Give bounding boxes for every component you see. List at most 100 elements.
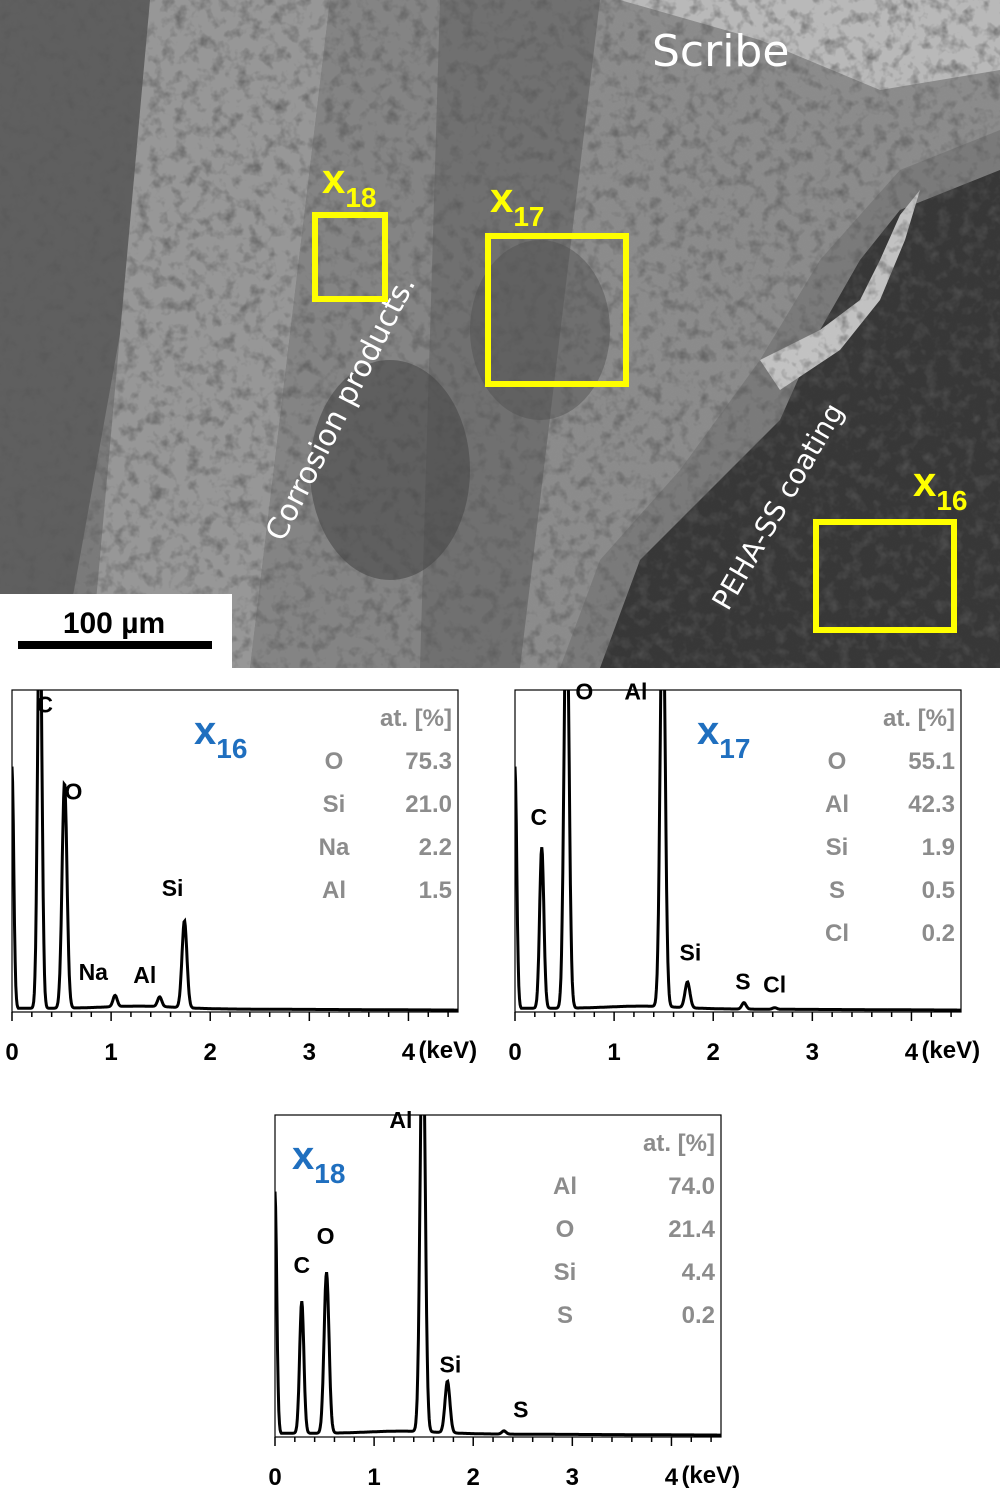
composition-element: Si (554, 1259, 577, 1286)
x-tick-label: 0 (508, 1039, 521, 1066)
peak-label: C (36, 692, 53, 718)
spectrum-title-sub: 17 (719, 733, 750, 764)
x-axis-label: (keV) (681, 1462, 740, 1489)
peak-label: Si (162, 875, 184, 901)
composition-value: 0.2 (922, 920, 955, 947)
composition-header: at. [%] (643, 1130, 715, 1157)
composition-value: 2.2 (419, 834, 452, 861)
x-axis-label: (keV) (921, 1037, 980, 1064)
plot-frame (11, 689, 459, 1013)
region-x16: x16 (813, 458, 968, 633)
spectrum-title-sub: 16 (216, 733, 247, 764)
region-x17-sub: 17 (513, 201, 544, 232)
composition-value: 55.1 (908, 748, 955, 775)
composition-element: Na (319, 834, 350, 861)
region-x16-box (813, 519, 957, 633)
composition-value: 1.9 (922, 834, 955, 861)
spectrum-line (515, 690, 961, 1012)
composition-value: 1.5 (419, 877, 452, 904)
peak-label: O (65, 778, 83, 804)
composition-element: O (556, 1216, 575, 1243)
x-tick-label: 0 (268, 1464, 281, 1491)
region-x18-box (312, 212, 388, 302)
region-x18-base: x (322, 155, 346, 202)
region-x17-label: x17 (490, 174, 545, 232)
region-x18: x18 (312, 155, 388, 302)
composition-value: 42.3 (908, 791, 955, 818)
x-tick-label: 2 (467, 1464, 480, 1491)
spectrum-title: x16 (194, 709, 247, 764)
composition-header: at. [%] (380, 705, 452, 732)
scale-bar: 100 µm (0, 594, 232, 668)
spectrum-line (275, 1115, 721, 1437)
peak-label: S (513, 1397, 528, 1423)
composition-element: O (828, 748, 847, 775)
composition-value: 21.4 (668, 1216, 715, 1243)
spectrum-title-base: x (697, 709, 719, 753)
plot-frame (514, 689, 962, 1013)
composition-element: Al (553, 1173, 577, 1200)
x-tick-label: 4 (402, 1039, 416, 1066)
composition-element: Si (826, 834, 849, 861)
sem-micrograph: Scribe Corrosion products. PEHA-SS coati… (0, 0, 1000, 668)
peak-label: Al (133, 962, 156, 988)
region-x18-sub: 18 (345, 182, 376, 213)
peak-label: C (530, 804, 547, 830)
x-tick-label: 0 (5, 1039, 18, 1066)
spectrum-line (12, 690, 458, 1012)
composition-value: 21.0 (405, 791, 452, 818)
x-tick-label: 4 (665, 1464, 679, 1491)
x-tick-label: 3 (303, 1039, 316, 1066)
peak-label: C (293, 1252, 310, 1278)
composition-value: 0.5 (922, 877, 955, 904)
spectrum-title: x18 (292, 1134, 345, 1189)
region-x16-base: x (913, 458, 937, 505)
x-tick-label: 1 (104, 1039, 117, 1066)
spectrum-title-base: x (194, 709, 216, 753)
region-x17-box (485, 233, 629, 387)
composition-element: S (557, 1302, 573, 1329)
scale-bar-background (0, 594, 232, 668)
composition-header: at. [%] (883, 705, 955, 732)
region-x18-label: x18 (322, 155, 377, 213)
x-tick-label: 2 (204, 1039, 217, 1066)
peak-label: Al (389, 1107, 412, 1133)
region-x16-sub: 16 (936, 485, 967, 516)
composition-value: 4.4 (682, 1259, 716, 1286)
spectrum-title-base: x (292, 1134, 314, 1178)
x-axis-label: (keV) (418, 1037, 477, 1064)
composition-value: 0.2 (682, 1302, 715, 1329)
scale-bar-label: 100 µm (63, 607, 165, 640)
micrograph-background (0, 0, 1000, 668)
x-tick-label: 3 (806, 1039, 819, 1066)
plot-frame (274, 1114, 722, 1438)
composition-value: 74.0 (668, 1173, 715, 1200)
spectrum-title: x17 (697, 709, 750, 764)
peak-label: Cl (763, 972, 786, 998)
x-tick-label: 1 (367, 1464, 380, 1491)
composition-element: Si (323, 791, 346, 818)
peak-label: S (735, 968, 750, 994)
scale-bar-line (18, 641, 212, 649)
region-x17: x17 (485, 174, 629, 387)
scribe-label: Scribe (652, 26, 789, 77)
spectrum-title-sub: 18 (314, 1158, 345, 1189)
x-tick-label: 3 (566, 1464, 579, 1491)
peak-label: O (317, 1223, 335, 1249)
peak-label: Al (624, 679, 647, 705)
composition-element: S (829, 877, 845, 904)
composition-element: Al (825, 791, 849, 818)
composition-element: Cl (825, 920, 849, 947)
composition-value: 75.3 (405, 748, 452, 775)
x-tick-label: 2 (707, 1039, 720, 1066)
peak-label: Si (440, 1352, 462, 1378)
region-x17-base: x (490, 174, 514, 221)
x-tick-label: 1 (607, 1039, 620, 1066)
composition-element: Al (322, 877, 346, 904)
peak-label: Si (680, 939, 702, 965)
composition-element: O (325, 748, 344, 775)
x-tick-label: 4 (905, 1039, 919, 1066)
